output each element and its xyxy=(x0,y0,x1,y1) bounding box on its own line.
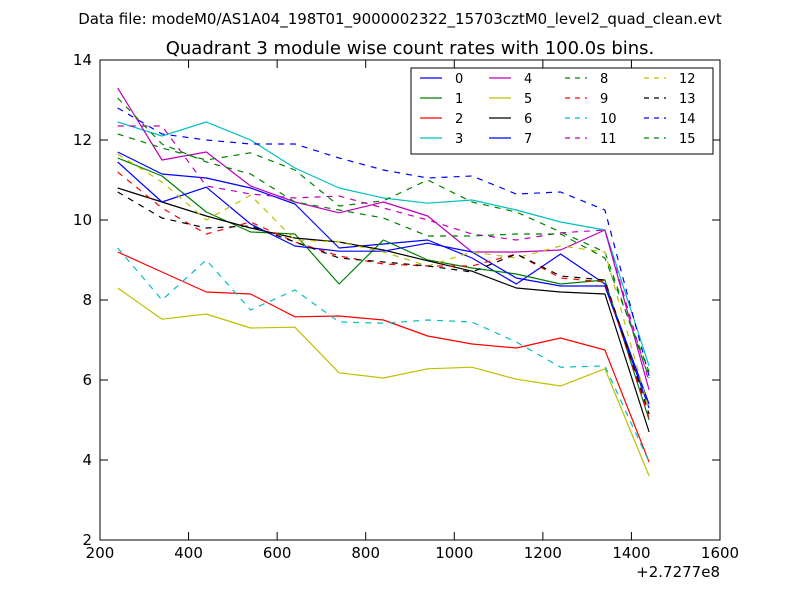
series-line-11 xyxy=(117,125,650,383)
y-tick-label: 6 xyxy=(82,371,92,389)
legend-label-9: 9 xyxy=(600,92,608,107)
series-line-4 xyxy=(117,87,650,391)
x-tick-label: 200 xyxy=(86,544,115,562)
legend-label-12: 12 xyxy=(679,72,696,87)
series-line-7 xyxy=(117,161,650,409)
x-tick-label: 400 xyxy=(174,544,203,562)
x-tick-label: 600 xyxy=(263,544,292,562)
series-line-13 xyxy=(117,191,650,415)
series-line-6 xyxy=(117,187,650,433)
legend-box xyxy=(410,67,714,155)
series-line-10 xyxy=(117,247,650,463)
x-tick-label: 1400 xyxy=(612,544,650,562)
legend-label-14: 14 xyxy=(679,112,696,127)
series-line-14 xyxy=(117,107,650,377)
y-tick-label: 8 xyxy=(82,291,92,309)
x-offset-label: +2.7277e8 xyxy=(636,563,720,581)
legend-label-8: 8 xyxy=(600,72,608,87)
series-layer xyxy=(117,87,650,477)
series-line-0 xyxy=(117,151,650,405)
figure-suptitle: Data file: modeM0/AS1A04_198T01_90000023… xyxy=(78,10,722,29)
legend-label-10: 10 xyxy=(600,112,617,127)
series-line-1 xyxy=(117,157,650,421)
legend-label-0: 0 xyxy=(455,72,463,87)
legend-label-4: 4 xyxy=(524,72,532,87)
legend-label-7: 7 xyxy=(524,132,532,147)
x-tick-label: 1000 xyxy=(435,544,473,562)
legend-label-3: 3 xyxy=(455,132,463,147)
legend-label-13: 13 xyxy=(679,92,696,107)
plot-frame xyxy=(99,59,721,541)
legend-label-15: 15 xyxy=(679,132,696,147)
y-tick-label: 10 xyxy=(73,211,92,229)
y-tick-label: 2 xyxy=(82,531,92,549)
legend-label-11: 11 xyxy=(600,132,617,147)
x-tick-label: 1200 xyxy=(524,544,562,562)
legend-label-6: 6 xyxy=(524,112,532,127)
legend-label-2: 2 xyxy=(455,112,463,127)
y-tick-label: 14 xyxy=(73,51,92,69)
series-line-12 xyxy=(117,153,650,411)
series-line-15 xyxy=(117,97,650,373)
legend-label-5: 5 xyxy=(524,92,532,107)
legend-label-1: 1 xyxy=(455,92,463,107)
y-tick-label: 4 xyxy=(82,451,92,469)
series-line-5 xyxy=(117,287,650,477)
series-line-9 xyxy=(117,171,650,419)
series-line-3 xyxy=(117,121,650,367)
x-tick-label: 1600 xyxy=(701,544,739,562)
x-tick-label: 800 xyxy=(351,544,380,562)
chart-title: Quadrant 3 module wise count rates with … xyxy=(166,38,655,59)
series-line-2 xyxy=(117,251,650,463)
y-tick-label: 12 xyxy=(73,131,92,149)
